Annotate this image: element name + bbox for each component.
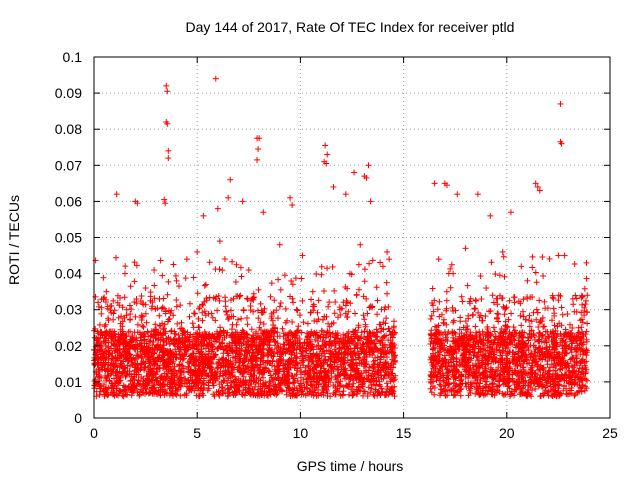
y-tick-label: 0.01	[55, 374, 82, 390]
data-point	[351, 169, 358, 176]
data-point	[216, 238, 223, 245]
dense-point-cloud	[91, 253, 591, 400]
data-point	[569, 295, 576, 302]
dense-point-markers	[91, 253, 591, 400]
chart-title: Day 144 of 2017, Rate Of TEC Index for r…	[186, 19, 515, 35]
y-tick-label: 0.08	[55, 121, 82, 137]
data-point	[322, 142, 329, 149]
data-point	[346, 270, 353, 277]
data-point	[386, 256, 393, 263]
data-point	[321, 158, 328, 165]
data-point	[142, 285, 149, 292]
data-point	[507, 209, 514, 216]
data-point	[163, 82, 170, 89]
axis-ticks	[93, 56, 611, 419]
y-tick-label: 0.02	[55, 338, 82, 354]
x-tick-labels: 0 5 10 15 20 25	[90, 425, 618, 441]
x-tick-label: 0	[90, 425, 98, 441]
data-points	[91, 75, 591, 400]
data-point	[121, 270, 128, 277]
data-point	[289, 202, 296, 209]
data-point	[239, 198, 246, 205]
data-point	[161, 196, 168, 203]
data-point	[524, 277, 531, 284]
data-point	[183, 256, 190, 263]
y-tick-label: 0.04	[55, 266, 82, 282]
x-tick-label: 25	[602, 425, 618, 441]
data-point	[255, 146, 262, 153]
data-point	[245, 266, 252, 273]
data-point	[162, 200, 169, 207]
data-point	[165, 155, 172, 162]
data-point	[227, 176, 234, 183]
x-tick-label: 20	[499, 425, 515, 441]
y-tick-label: 0.05	[55, 230, 82, 246]
data-point	[276, 241, 283, 248]
data-point	[443, 182, 450, 189]
data-point	[299, 252, 306, 259]
data-point	[324, 151, 331, 158]
data-point	[260, 209, 267, 216]
y-tick-label: 0.03	[55, 302, 82, 318]
data-point	[165, 147, 172, 154]
data-point	[534, 183, 541, 190]
data-point	[357, 241, 364, 248]
data-point	[561, 252, 568, 259]
data-point	[584, 292, 591, 299]
data-point	[225, 194, 232, 201]
data-point	[499, 248, 506, 255]
data-point	[450, 270, 457, 277]
data-point	[365, 162, 372, 169]
x-tick-label: 15	[396, 425, 412, 441]
y-tick-label: 0.06	[55, 193, 82, 209]
x-tick-label: 10	[293, 425, 309, 441]
data-point	[431, 180, 438, 187]
data-point	[462, 245, 469, 252]
data-point	[555, 252, 562, 259]
y-axis-label: ROTI / TECUs	[6, 195, 22, 285]
data-point	[532, 180, 539, 187]
y-tick-labels: 0 0.01 0.02 0.03 0.04 0.05 0.06 0.07 0.08 0.09 0.1	[55, 49, 82, 426]
data-point	[254, 156, 261, 163]
data-point	[212, 75, 219, 82]
data-point	[435, 256, 442, 263]
data-point	[384, 248, 391, 255]
y-tick-label: 0.07	[55, 157, 82, 173]
data-point	[103, 288, 110, 295]
data-point	[309, 288, 316, 295]
data-point	[518, 263, 525, 270]
data-point	[164, 88, 171, 95]
data-point	[200, 212, 207, 219]
y-tick-label: 0.09	[55, 85, 82, 101]
x-axis-label: GPS time / hours	[297, 458, 404, 474]
data-point	[363, 174, 370, 181]
data-point	[367, 198, 374, 205]
data-point	[342, 191, 349, 198]
y-tick-label: 0	[74, 410, 82, 426]
data-point	[214, 205, 221, 212]
y-tick-label: 0.1	[63, 49, 83, 65]
data-point	[256, 135, 263, 142]
data-point	[557, 100, 564, 107]
data-point	[113, 191, 120, 198]
data-point	[173, 277, 180, 284]
data-point	[164, 120, 171, 127]
data-point	[194, 248, 201, 255]
data-point	[454, 191, 461, 198]
data-point	[558, 140, 565, 147]
data-point	[134, 200, 141, 207]
data-point	[474, 191, 481, 198]
data-point	[536, 187, 543, 194]
data-point	[287, 194, 294, 201]
x-tick-label: 5	[193, 425, 201, 441]
data-point	[379, 263, 386, 270]
data-point	[487, 212, 494, 219]
data-point	[483, 285, 490, 292]
data-point	[330, 183, 337, 190]
